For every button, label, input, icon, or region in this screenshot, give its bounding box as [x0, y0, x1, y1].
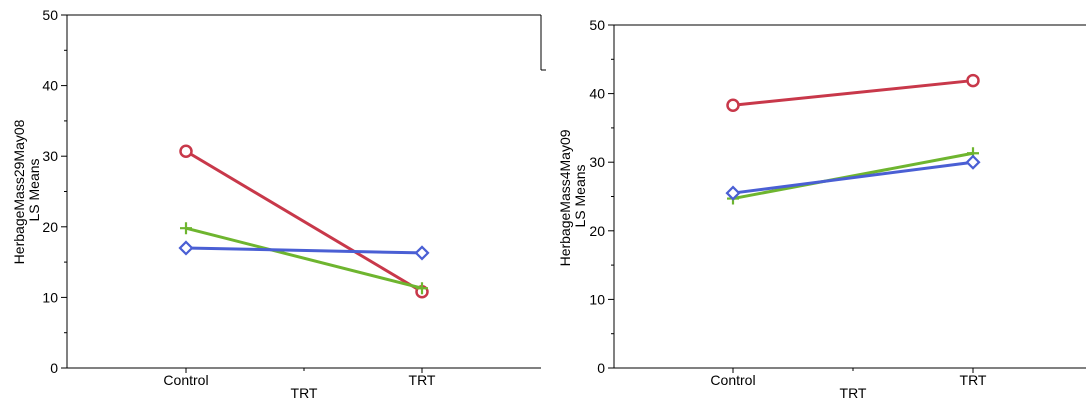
y-tick-label: 0 [597, 360, 605, 376]
series-circle [179, 144, 429, 299]
data-point-circle [726, 98, 740, 113]
y-tick-label: 20 [42, 219, 58, 235]
series-line [185, 149, 423, 294]
y-ticks: 0 10 20 30 40 50 [589, 17, 614, 376]
data-point-circle [179, 144, 193, 159]
series-layer [725, 73, 981, 205]
x-axis-label: TRT [291, 385, 318, 400]
x-tick-label: Control [163, 372, 208, 388]
series-line [185, 226, 423, 290]
series-line [732, 160, 974, 195]
y-axis-label-line-2: LS Means [572, 164, 588, 227]
data-point-circle [966, 73, 980, 88]
x-tick-label: TRT [409, 372, 436, 388]
y-tick-label: 30 [42, 148, 58, 164]
data-point-diamond [414, 245, 430, 261]
x-axis-label: TRT [840, 385, 867, 400]
series-diamond [725, 154, 981, 201]
y-tick-label: 40 [42, 78, 58, 94]
series-line [732, 151, 974, 201]
series-layer [178, 144, 430, 299]
data-point-diamond [725, 185, 741, 201]
y-axis-label-line-1: HerbageMass4May09 [557, 129, 573, 266]
series-line [185, 246, 423, 255]
y-tick-label: 30 [589, 154, 605, 170]
series-diamond [178, 240, 430, 261]
y-tick-label: 50 [589, 17, 605, 33]
y-axis-label-line-1: HerbageMass29May08 [11, 119, 27, 264]
x-ticks: Control TRT [163, 368, 436, 388]
series-plus [180, 222, 428, 295]
y-tick-label: 50 [42, 7, 58, 23]
data-point-diamond [178, 240, 194, 256]
data-point-plus [180, 222, 192, 235]
data-point-diamond [965, 154, 981, 170]
y-tick-label: 20 [589, 223, 605, 239]
y-axis-label: HerbageMass29May08 LS Means [11, 116, 42, 265]
series-line [732, 79, 974, 107]
series-circle [726, 73, 980, 113]
y-axis-label-line-2: LS Means [26, 158, 42, 221]
data-point-plus [416, 282, 428, 295]
chart-left: 0 10 20 30 40 50 Control TRT TRT HerbageMass29… [11, 7, 546, 400]
x-tick-label: TRT [960, 372, 987, 388]
y-axis-label: HerbageMass4May09 LS Means [557, 126, 588, 267]
y-tick-label: 0 [50, 360, 58, 376]
x-tick-label: Control [710, 372, 755, 388]
x-ticks: Control TRT [710, 368, 987, 388]
y-tick-label: 10 [589, 291, 605, 307]
y-tick-label: 40 [589, 86, 605, 102]
y-ticks: 0 10 20 30 40 50 [42, 7, 67, 376]
y-tick-label: 10 [42, 289, 58, 305]
chart-right: 0 10 20 30 40 50 Control TRT TRT HerbageMass4M… [557, 17, 1086, 400]
series-plus [727, 147, 979, 205]
